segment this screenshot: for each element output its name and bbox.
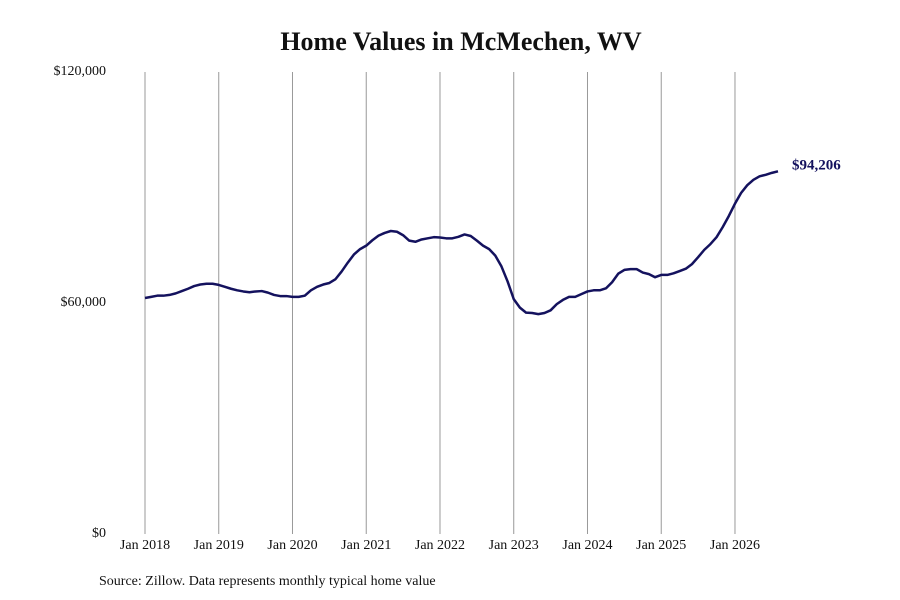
x-tick-label: Jan 2024 — [562, 538, 612, 553]
y-tick-label: $120,000 — [54, 64, 107, 79]
x-tick-label: Jan 2025 — [636, 538, 686, 553]
y-tick-label: $60,000 — [61, 295, 107, 310]
x-tick-label: Jan 2022 — [415, 538, 465, 553]
chart-title: Home Values in McMechen, WV — [280, 27, 642, 56]
value-label: $94,206 — [792, 158, 841, 174]
x-tick-label: Jan 2019 — [194, 538, 244, 553]
x-tick-label: Jan 2021 — [341, 538, 391, 553]
line-series — [144, 170, 779, 316]
x-tick-label: Jan 2026 — [710, 538, 760, 553]
x-tick-label: Jan 2020 — [267, 538, 317, 553]
x-tick-label: Jan 2018 — [120, 538, 170, 553]
x-tick-label: Jan 2023 — [489, 538, 539, 553]
y-tick-label: $0 — [92, 526, 106, 541]
source-note: Source: Zillow. Data represents monthly … — [99, 574, 436, 589]
